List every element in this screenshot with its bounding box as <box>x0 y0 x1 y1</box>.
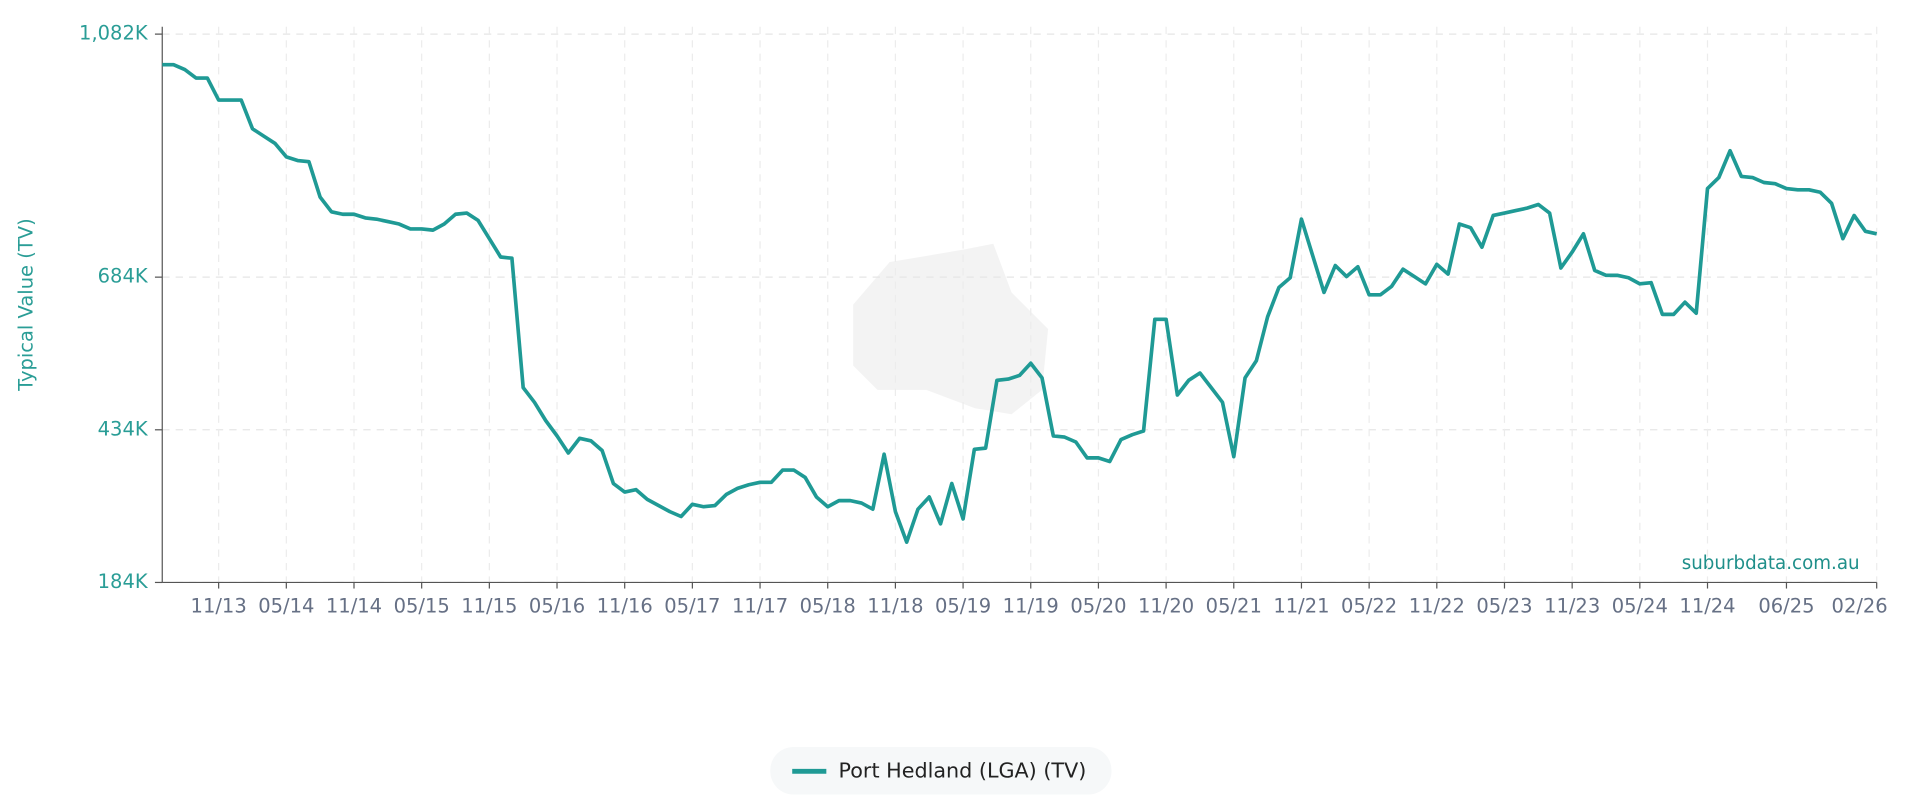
x-tick-label: 11/14 <box>326 594 382 617</box>
x-tick-label: 05/18 <box>800 594 856 617</box>
x-tick-label: 05/24 <box>1612 594 1668 617</box>
x-tick-label: 05/15 <box>394 594 450 617</box>
y-axis-title: Typical Value (TV) <box>14 218 37 392</box>
x-tick-label: 05/16 <box>529 594 585 617</box>
legend-box <box>770 746 1112 795</box>
x-tick-label: 11/18 <box>867 594 923 617</box>
y-tick-label: 184K <box>98 570 149 593</box>
x-tick-label: 11/16 <box>597 594 653 617</box>
x-tick-label: 02/26 <box>1832 594 1888 617</box>
x-tick-label: 11/19 <box>1003 594 1059 617</box>
x-tick-label: 11/17 <box>732 594 788 617</box>
x-tick-label: 11/22 <box>1409 594 1465 617</box>
x-tick-label: 05/23 <box>1476 594 1532 617</box>
y-tick-label: 434K <box>98 417 149 440</box>
y-tick-label: 684K <box>98 265 149 288</box>
x-tick-label: 05/20 <box>1070 594 1126 617</box>
x-tick-label: 11/20 <box>1138 594 1194 617</box>
watermark-logo <box>853 243 1049 415</box>
x-tick-label: 05/17 <box>664 594 720 617</box>
x-tick-label: 11/21 <box>1273 594 1329 617</box>
y-tick-label: 1,082K <box>79 22 149 45</box>
x-tick-label: 11/13 <box>191 594 247 617</box>
x-tick-label: 05/21 <box>1206 594 1262 617</box>
x-tick-label: 05/22 <box>1341 594 1397 617</box>
x-tick-label: 11/24 <box>1679 594 1735 617</box>
x-tick-label: 11/15 <box>461 594 517 617</box>
x-tick-label: 05/14 <box>258 594 314 617</box>
data-line <box>162 62 1878 544</box>
watermark: suburbdata.com.au <box>1682 553 1860 574</box>
x-tick-label: 05/19 <box>935 594 991 617</box>
x-tick-label: 11/23 <box>1544 594 1600 617</box>
x-tick-label: 06/25 <box>1758 594 1814 617</box>
legend-label: Port Hedland (LGA) (TV) <box>839 758 1087 782</box>
